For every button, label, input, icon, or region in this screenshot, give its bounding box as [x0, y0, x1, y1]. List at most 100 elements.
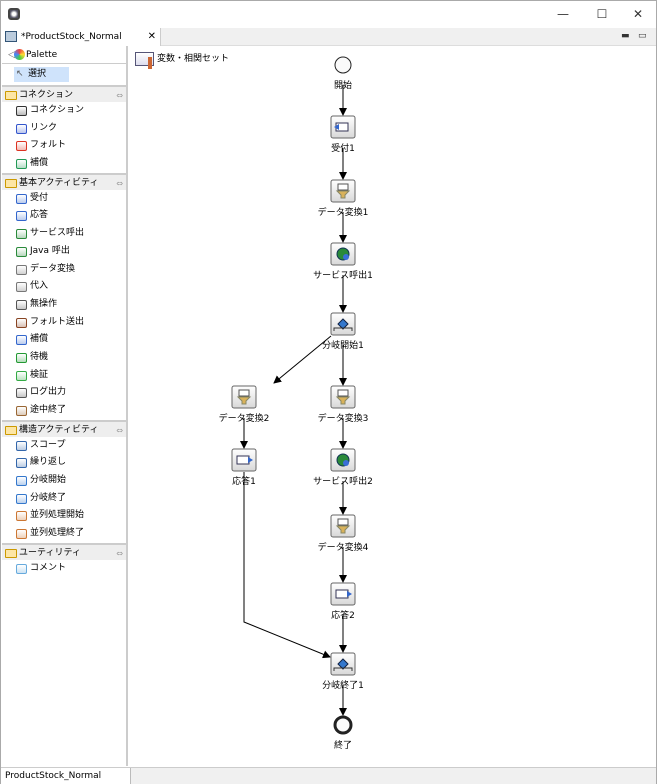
connection-arrow[interactable]	[273, 335, 332, 384]
connection-icon	[16, 106, 27, 116]
folder-icon	[5, 91, 17, 100]
palette-drawer[interactable]: ユーティリティ ⇔	[2, 542, 126, 560]
throw-icon	[16, 317, 27, 328]
palette-item-label: 補償	[30, 158, 49, 169]
palette-item-label: 繰り返し	[30, 457, 67, 468]
palette-item-label: リンク	[30, 122, 58, 133]
palette-item-label: ログ出力	[30, 387, 67, 398]
node-branch-end[interactable]: 分岐終了1	[322, 652, 364, 691]
palette-item[interactable]: 繰り返し	[2, 454, 126, 472]
collapse-palette-icon[interactable]: ◁	[8, 50, 15, 60]
palette-item[interactable]: 補償	[2, 155, 126, 173]
node-transform[interactable]: データ変換4	[318, 514, 369, 553]
node-label: 分岐終了1	[322, 679, 364, 691]
palette-drawer[interactable]: 構造アクティビティ ⇔	[2, 419, 126, 437]
node-start[interactable]: 開始	[334, 56, 352, 91]
editor-tab[interactable]: *ProductStock_Normal ✕	[1, 28, 161, 46]
connection-arrow[interactable]	[243, 472, 331, 659]
palette-item[interactable]: 途中終了	[2, 402, 126, 420]
palette-item[interactable]: 並列処理終了	[2, 525, 126, 543]
node-reply[interactable]: 応答1	[231, 448, 257, 487]
palette-item[interactable]: 補償	[2, 331, 126, 349]
palette-item[interactable]: 代入	[2, 278, 126, 296]
view-minimize-button[interactable]: ▬	[621, 31, 630, 41]
view-maximize-button[interactable]: ▭	[638, 31, 647, 41]
node-label: サービス呼出1	[313, 269, 373, 281]
node-reply[interactable]: 応答2	[330, 582, 356, 621]
branch-start-icon	[16, 476, 27, 487]
palette-item[interactable]: データ変換	[2, 261, 126, 279]
palette-item[interactable]: フォルト送出	[2, 314, 126, 332]
parallel-start-icon	[16, 511, 27, 522]
node-invoke[interactable]: サービス呼出2	[313, 448, 373, 487]
drawer-label: 基本アクティビティ	[19, 177, 99, 188]
palette-item[interactable]: コネクション	[2, 102, 126, 120]
empty-icon	[16, 299, 27, 310]
palette-item-label: 途中終了	[30, 405, 67, 415]
palette-item-label: データ変換	[30, 263, 76, 274]
palette-item[interactable]: 分岐終了	[2, 490, 126, 508]
palette-item-label: 応答	[30, 210, 49, 221]
process-diagram-icon	[5, 31, 17, 42]
minimize-button[interactable]: —	[557, 7, 569, 21]
variables-correlation-button[interactable]: 変数・相関セット	[135, 50, 229, 69]
palette-item[interactable]: 無操作	[2, 296, 126, 314]
palette-item-label: 待機	[30, 351, 49, 362]
palette-item[interactable]: 検証	[2, 367, 126, 385]
drawer-label: 構造アクティビティ	[19, 424, 99, 435]
palette-drawer[interactable]: コネクション ⇔	[2, 85, 126, 102]
node-label: 受付1	[331, 142, 355, 154]
palette-select-tool[interactable]: 選択	[14, 67, 69, 82]
assign-icon	[16, 282, 27, 293]
palette-item[interactable]: サービス呼出	[2, 225, 126, 243]
palette-item[interactable]: 分岐開始	[2, 472, 126, 490]
folder-icon	[5, 425, 17, 435]
app-icon	[8, 8, 20, 20]
node-invoke[interactable]: サービス呼出1	[313, 242, 373, 281]
node-transform[interactable]: データ変換2	[219, 385, 270, 424]
bottom-editor-tab[interactable]: ProductStock_Normal	[1, 768, 131, 784]
palette-header[interactable]: ◁ Palette	[2, 46, 126, 64]
link-icon	[16, 123, 27, 134]
maximize-button[interactable]: ☐	[596, 7, 608, 21]
palette-item[interactable]: リンク	[2, 120, 126, 138]
tab-close-icon[interactable]: ✕	[147, 31, 156, 42]
palette-item-label: 受付	[30, 192, 49, 203]
pin-icon[interactable]: ⇔	[116, 178, 123, 188]
palette-item[interactable]: 待機	[2, 349, 126, 367]
node-end[interactable]: 終了	[333, 715, 353, 751]
exit-icon	[16, 406, 27, 416]
bottom-tab-bar: ProductStock_Normal	[1, 767, 656, 784]
palette: ◁ Palette 選択 コネクション⇔コネクションリンクフォルト補償基本アクテ…	[2, 46, 128, 766]
node-label: データ変換3	[318, 412, 369, 424]
node-receive[interactable]: 受付1	[330, 115, 356, 154]
pin-icon[interactable]: ⇔	[116, 548, 123, 558]
node-transform[interactable]: データ変換3	[318, 385, 369, 424]
compensate-activity-icon	[16, 335, 27, 346]
pin-icon[interactable]: ⇔	[116, 91, 123, 100]
drawer-label: コネクション	[19, 90, 74, 100]
palette-item[interactable]: ログ出力	[2, 384, 126, 402]
palette-item-label: 並列処理終了	[30, 528, 85, 539]
palette-item[interactable]: スコープ	[2, 437, 126, 455]
palette-item-label: 補償	[30, 334, 49, 345]
palette-item[interactable]: フォルト	[2, 137, 126, 155]
java-invoke-icon	[16, 246, 27, 257]
editor-tab-title: *ProductStock_Normal	[21, 32, 122, 42]
palette-item[interactable]: コメント	[2, 560, 126, 578]
node-transform[interactable]: データ変換1	[318, 179, 369, 218]
palette-item[interactable]: 並列処理開始	[2, 507, 126, 525]
close-button[interactable]: ✕	[632, 7, 644, 21]
node-branch-start[interactable]: 分岐開始1	[322, 312, 364, 351]
pin-icon[interactable]: ⇔	[116, 425, 123, 435]
node-label: サービス呼出2	[313, 475, 373, 487]
palette-item[interactable]: Java 呼出	[2, 243, 126, 261]
palette-item[interactable]: 応答	[2, 207, 126, 225]
palette-item-label: Java 呼出	[30, 245, 70, 256]
palette-drawer[interactable]: 基本アクティビティ ⇔	[2, 172, 126, 190]
scope-icon	[16, 440, 27, 451]
palette-item[interactable]: 受付	[2, 190, 126, 208]
validate-icon	[16, 370, 27, 381]
